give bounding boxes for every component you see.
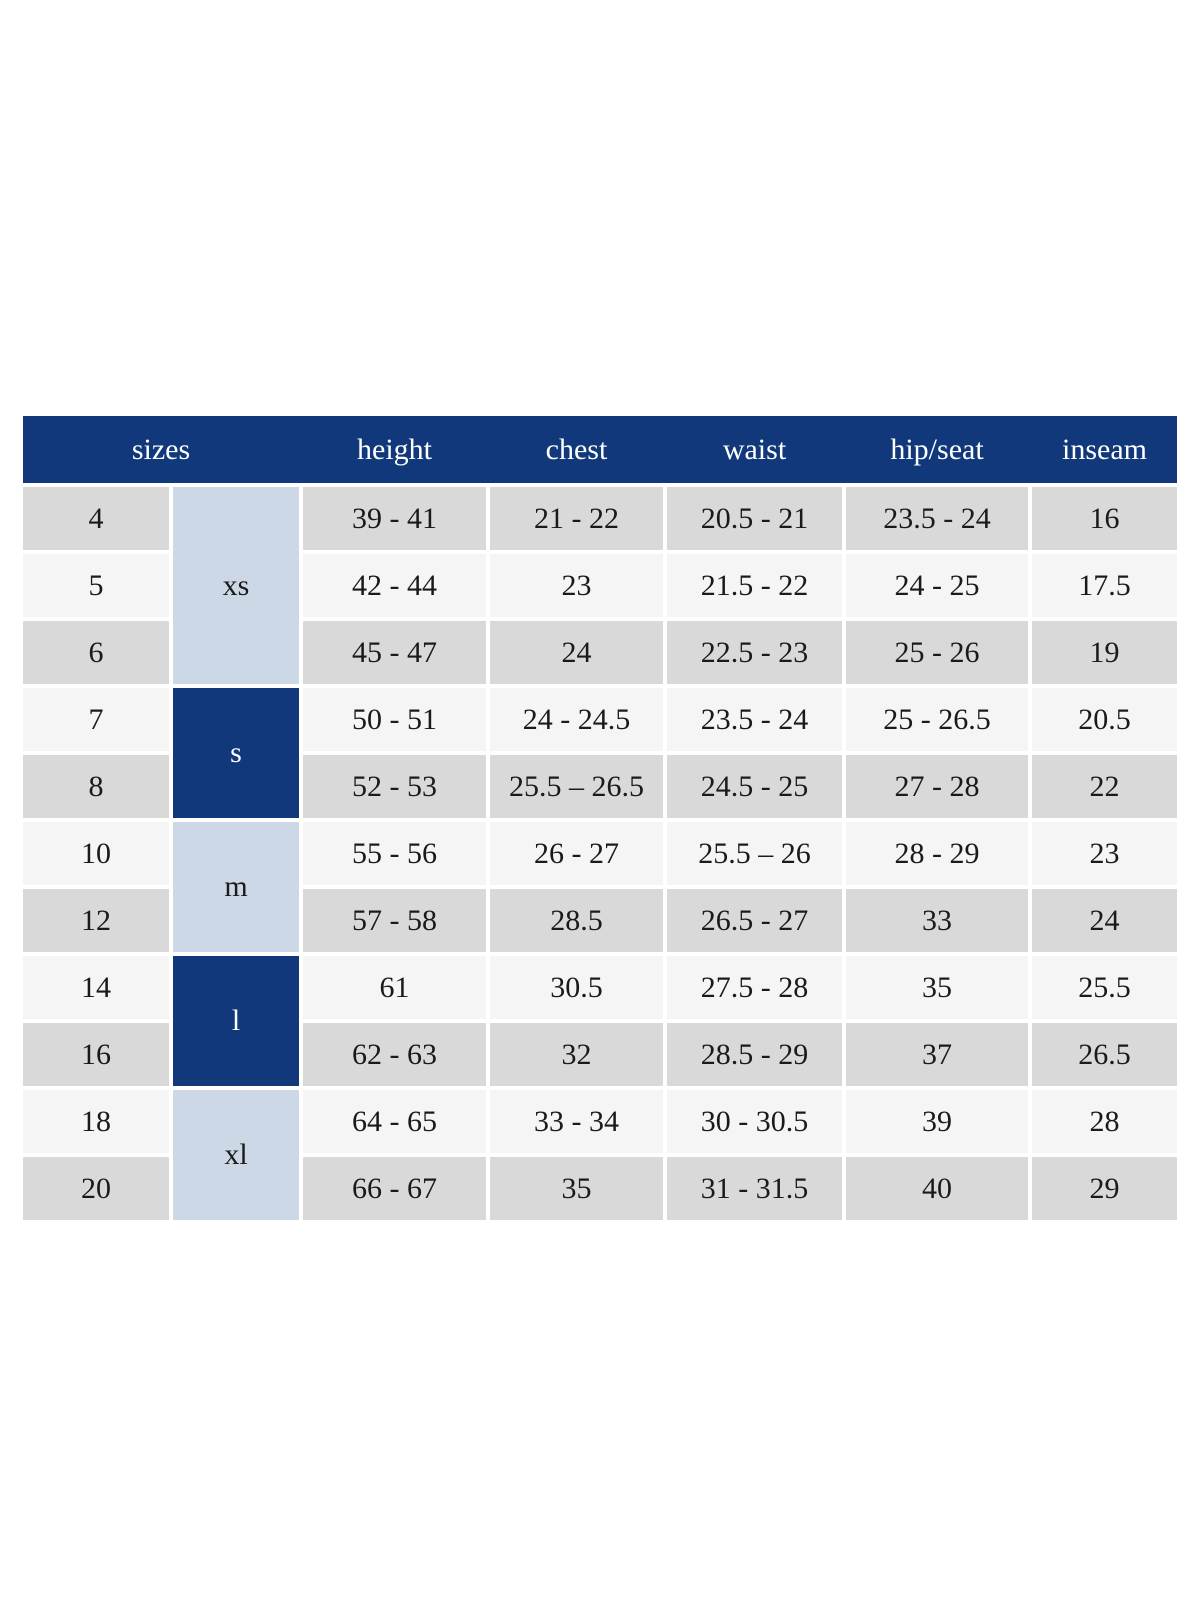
waist-cell: 20.5 - 21 <box>667 487 842 550</box>
size-cell: 14 <box>23 956 169 1019</box>
chest-cell: 33 - 34 <box>490 1090 663 1153</box>
chest-cell: 24 - 24.5 <box>490 688 663 751</box>
size-cell: 5 <box>23 554 169 617</box>
waist-cell: 22.5 - 23 <box>667 621 842 684</box>
height-cell: 45 - 47 <box>303 621 486 684</box>
hip-seat-cell: 27 - 28 <box>846 755 1028 818</box>
chest-cell: 21 - 22 <box>490 487 663 550</box>
chest-cell: 26 - 27 <box>490 822 663 885</box>
size-cell: 16 <box>23 1023 169 1086</box>
size-cell: 6 <box>23 621 169 684</box>
inseam-cell: 17.5 <box>1032 554 1177 617</box>
inseam-cell: 29 <box>1032 1157 1177 1220</box>
height-cell: 64 - 65 <box>303 1090 486 1153</box>
waist-cell: 27.5 - 28 <box>667 956 842 1019</box>
inseam-cell: 22 <box>1032 755 1177 818</box>
waist-cell: 25.5 – 26 <box>667 822 842 885</box>
header-chest: chest <box>545 432 608 466</box>
header-waist: waist <box>722 432 787 466</box>
size-chart-table: sizes height chest waist hip/seat inseam… <box>23 416 1177 1220</box>
waist-cell: 26.5 - 27 <box>667 889 842 952</box>
chest-cell: 28.5 <box>490 889 663 952</box>
header-sizes: sizes <box>131 432 191 466</box>
height-cell: 62 - 63 <box>303 1023 486 1086</box>
waist-cell: 21.5 - 22 <box>667 554 842 617</box>
size-cell: 4 <box>23 487 169 550</box>
size-cell: 20 <box>23 1157 169 1220</box>
waist-cell: 30 - 30.5 <box>667 1090 842 1153</box>
hip-seat-cell: 39 <box>846 1090 1028 1153</box>
height-cell: 55 - 56 <box>303 822 486 885</box>
inseam-cell: 20.5 <box>1032 688 1177 751</box>
size-cell: 18 <box>23 1090 169 1153</box>
size-cell: 7 <box>23 688 169 751</box>
height-cell: 39 - 41 <box>303 487 486 550</box>
inseam-cell: 24 <box>1032 889 1177 952</box>
height-cell: 50 - 51 <box>303 688 486 751</box>
height-cell: 42 - 44 <box>303 554 486 617</box>
table-header: sizes height chest waist hip/seat inseam <box>23 416 1177 483</box>
group-cell-m: m <box>173 822 299 952</box>
height-cell: 61 <box>303 956 486 1019</box>
hip-seat-cell: 37 <box>846 1023 1028 1086</box>
hip-seat-cell: 35 <box>846 956 1028 1019</box>
hip-seat-cell: 28 - 29 <box>846 822 1028 885</box>
height-cell: 57 - 58 <box>303 889 486 952</box>
inseam-cell: 26.5 <box>1032 1023 1177 1086</box>
inseam-cell: 25.5 <box>1032 956 1177 1019</box>
height-cell: 66 - 67 <box>303 1157 486 1220</box>
size-cell: 8 <box>23 755 169 818</box>
chest-cell: 25.5 – 26.5 <box>490 755 663 818</box>
chest-cell: 30.5 <box>490 956 663 1019</box>
inseam-cell: 19 <box>1032 621 1177 684</box>
height-cell: 52 - 53 <box>303 755 486 818</box>
size-cell: 12 <box>23 889 169 952</box>
size-cell: 10 <box>23 822 169 885</box>
chest-cell: 32 <box>490 1023 663 1086</box>
chest-cell: 35 <box>490 1157 663 1220</box>
header-inseam: inseam <box>1062 432 1147 466</box>
inseam-cell: 16 <box>1032 487 1177 550</box>
chest-cell: 23 <box>490 554 663 617</box>
waist-cell: 23.5 - 24 <box>667 688 842 751</box>
hip-seat-cell: 40 <box>846 1157 1028 1220</box>
waist-cell: 31 - 31.5 <box>667 1157 842 1220</box>
hip-seat-cell: 25 - 26.5 <box>846 688 1028 751</box>
chest-cell: 24 <box>490 621 663 684</box>
inseam-cell: 23 <box>1032 822 1177 885</box>
waist-cell: 28.5 - 29 <box>667 1023 842 1086</box>
hip-seat-cell: 25 - 26 <box>846 621 1028 684</box>
group-cell-l: l <box>173 956 299 1086</box>
header-height: height <box>357 432 432 466</box>
group-cell-xl: xl <box>173 1090 299 1220</box>
hip-seat-cell: 24 - 25 <box>846 554 1028 617</box>
size-chart-grid: sizes height chest waist hip/seat inseam… <box>23 416 1177 1220</box>
group-cell-xs: xs <box>173 487 299 684</box>
hip-seat-cell: 23.5 - 24 <box>846 487 1028 550</box>
group-cell-s: s <box>173 688 299 818</box>
waist-cell: 24.5 - 25 <box>667 755 842 818</box>
hip-seat-cell: 33 <box>846 889 1028 952</box>
header-hip-seat: hip/seat <box>890 432 984 466</box>
inseam-cell: 28 <box>1032 1090 1177 1153</box>
